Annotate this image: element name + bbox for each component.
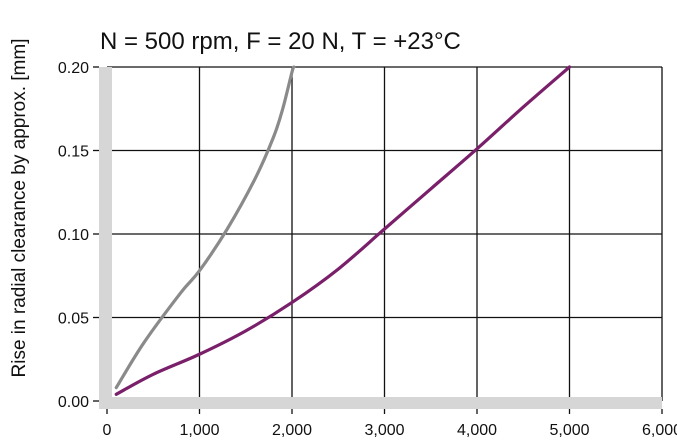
y-tick-label: 0.05 [58, 311, 89, 328]
series-line-1 [114, 65, 296, 390]
x-tick-label: 6,000 [642, 422, 677, 439]
chart-title: N = 500 rpm, F = 20 N, T = +23°C [100, 28, 461, 55]
tick-labels: 0.00 0.05 0.10 0.15 0.20 0 1,000 2,000 3,000 4,00… [58, 60, 677, 439]
x-tick-label: 2,000 [272, 422, 312, 439]
grid [107, 66, 663, 401]
series-line-2 [114, 65, 572, 396]
x-axis-bar [99, 397, 662, 409]
x-tick-label: 3,000 [364, 422, 404, 439]
y-tick-label: 0.10 [58, 227, 89, 244]
series-layer [114, 65, 572, 396]
x-tick-label: 5,000 [549, 422, 589, 439]
axes [93, 66, 663, 414]
y-tick-label: 0.00 [58, 394, 89, 411]
y-axis-label: Rise in radial clearance by approx. [mm] [9, 39, 30, 378]
x-tick-label: 0 [103, 422, 112, 439]
x-tick-label: 4,000 [457, 422, 497, 439]
y-tick-label: 0.15 [58, 144, 89, 161]
x-tick-label: 1,000 [179, 422, 219, 439]
y-axis-bar [99, 67, 112, 409]
y-tick-label: 0.20 [58, 60, 89, 77]
